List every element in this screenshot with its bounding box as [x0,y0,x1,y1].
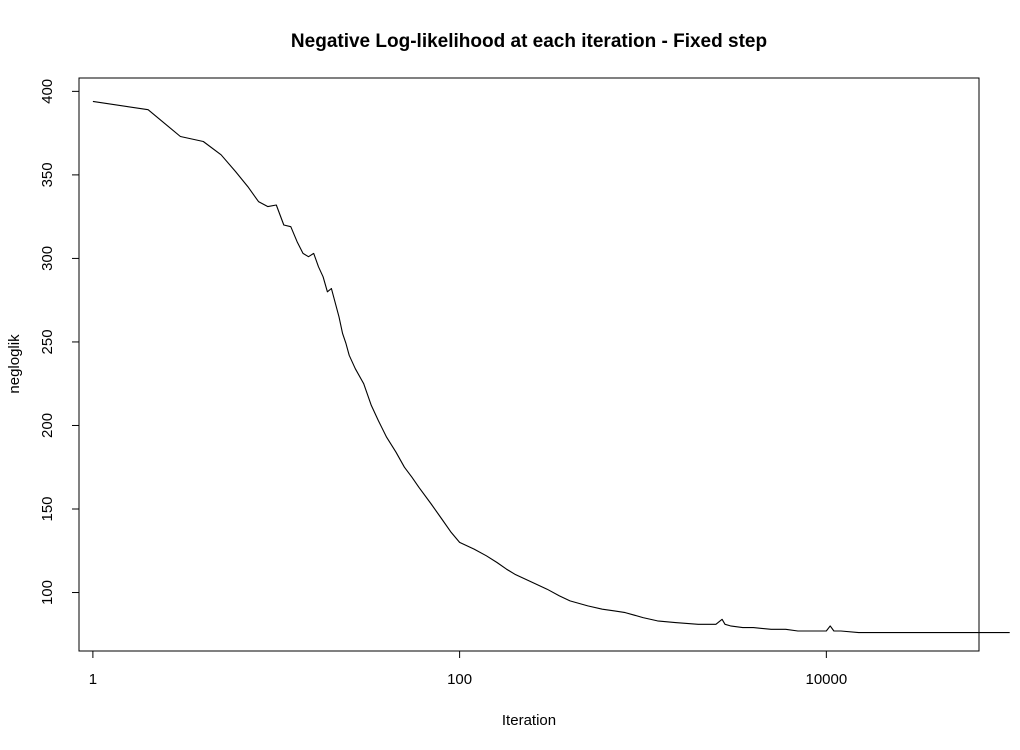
y-axis: 100 150 200 250 300 350 400 [39,79,80,605]
chart-title: Negative Log-likelihood at each iteratio… [291,31,767,52]
x-tick-label: 100 [447,671,472,688]
x-tick-label: 10000 [805,671,847,688]
y-tick-label: 150 [39,496,56,521]
series-layer [92,100,1010,634]
series-line [92,100,1010,634]
y-axis-label: negloglik [6,334,23,394]
x-tick-label: 1 [89,671,97,688]
y-tick-label: 350 [39,162,56,187]
y-tick-label: 250 [39,329,56,354]
y-tick-label: 300 [39,246,56,271]
y-tick-label: 200 [39,413,56,438]
y-tick-label: 100 [39,580,56,605]
plot-frame [78,77,980,652]
x-axis: 1 100 10000 [89,650,847,688]
x-axis-label: Iteration [502,712,556,729]
y-tick-label: 400 [39,79,56,104]
